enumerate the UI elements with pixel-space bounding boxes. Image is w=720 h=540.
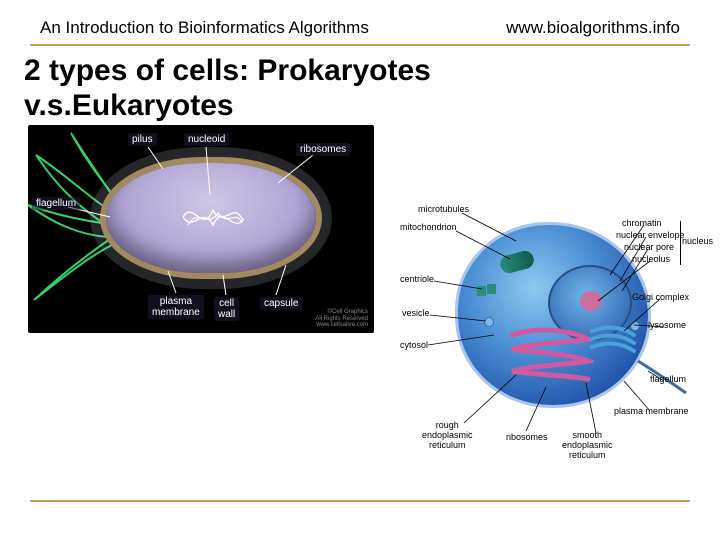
label-eu-ribosomes: ribosomes [506, 433, 548, 443]
label-microtubules: microtubules [418, 205, 469, 215]
header-left-text: An Introduction to Bioinformatics Algori… [40, 18, 369, 38]
label-mitochondrion: mitochondrion [400, 223, 457, 233]
prokaryote-diagram: pilus nucleoid ribosomes flagellum plasm… [28, 125, 374, 333]
title-line-2: v.s.Eukaryotes [24, 89, 690, 124]
slide-title: 2 types of cells: Prokaryotes v.s.Eukary… [0, 46, 720, 131]
label-smooth-er: smooth endoplasmic reticulum [562, 431, 613, 461]
label-nucleolus: nucleolus [632, 255, 670, 265]
label-nuclear-pore: nuclear pore [624, 243, 674, 253]
label-rough-er: rough endoplasmic reticulum [422, 421, 473, 451]
title-line-1: 2 types of cells: Prokaryotes [24, 54, 690, 89]
label-ribosomes: ribosomes [296, 143, 350, 156]
label-lysosome: lysosome [648, 321, 686, 331]
content-area: pilus nucleoid ribosomes flagellum plasm… [0, 131, 720, 491]
label-plasma-membrane-eu: plasma membrane [614, 407, 689, 417]
label-cell-wall: cell wall [214, 297, 239, 321]
label-flagellum: flagellum [32, 197, 80, 210]
label-golgi: Golgi complex [632, 293, 689, 303]
header-row: An Introduction to Bioinformatics Algori… [0, 0, 720, 44]
label-plasma-membrane: plasma membrane [148, 295, 204, 319]
label-chromatin: chromatin [622, 219, 662, 229]
prokaryote-credit: ©Cell Graphics All Rights Reserved www.c… [315, 309, 368, 329]
slide: An Introduction to Bioinformatics Algori… [0, 0, 720, 540]
label-pilus: pilus [128, 133, 157, 146]
eukaryote-diagram: microtubules mitochondrion centriole ves… [398, 175, 688, 461]
label-centriole: centriole [400, 275, 434, 285]
header-right-text: www.bioalgorithms.info [506, 18, 680, 38]
divider-bottom [30, 500, 690, 502]
label-nuclear-envelope: nuclear envelope [616, 231, 685, 241]
label-nucleus: nucleus [682, 237, 713, 247]
label-vesicle: vesicle [402, 309, 430, 319]
label-eu-flagellum: flagellum [650, 375, 686, 385]
label-cytosol: cytosol [400, 341, 428, 351]
nucleus-bracket [674, 221, 681, 265]
label-capsule: capsule [260, 297, 302, 310]
label-nucleoid: nucleoid [184, 133, 229, 146]
